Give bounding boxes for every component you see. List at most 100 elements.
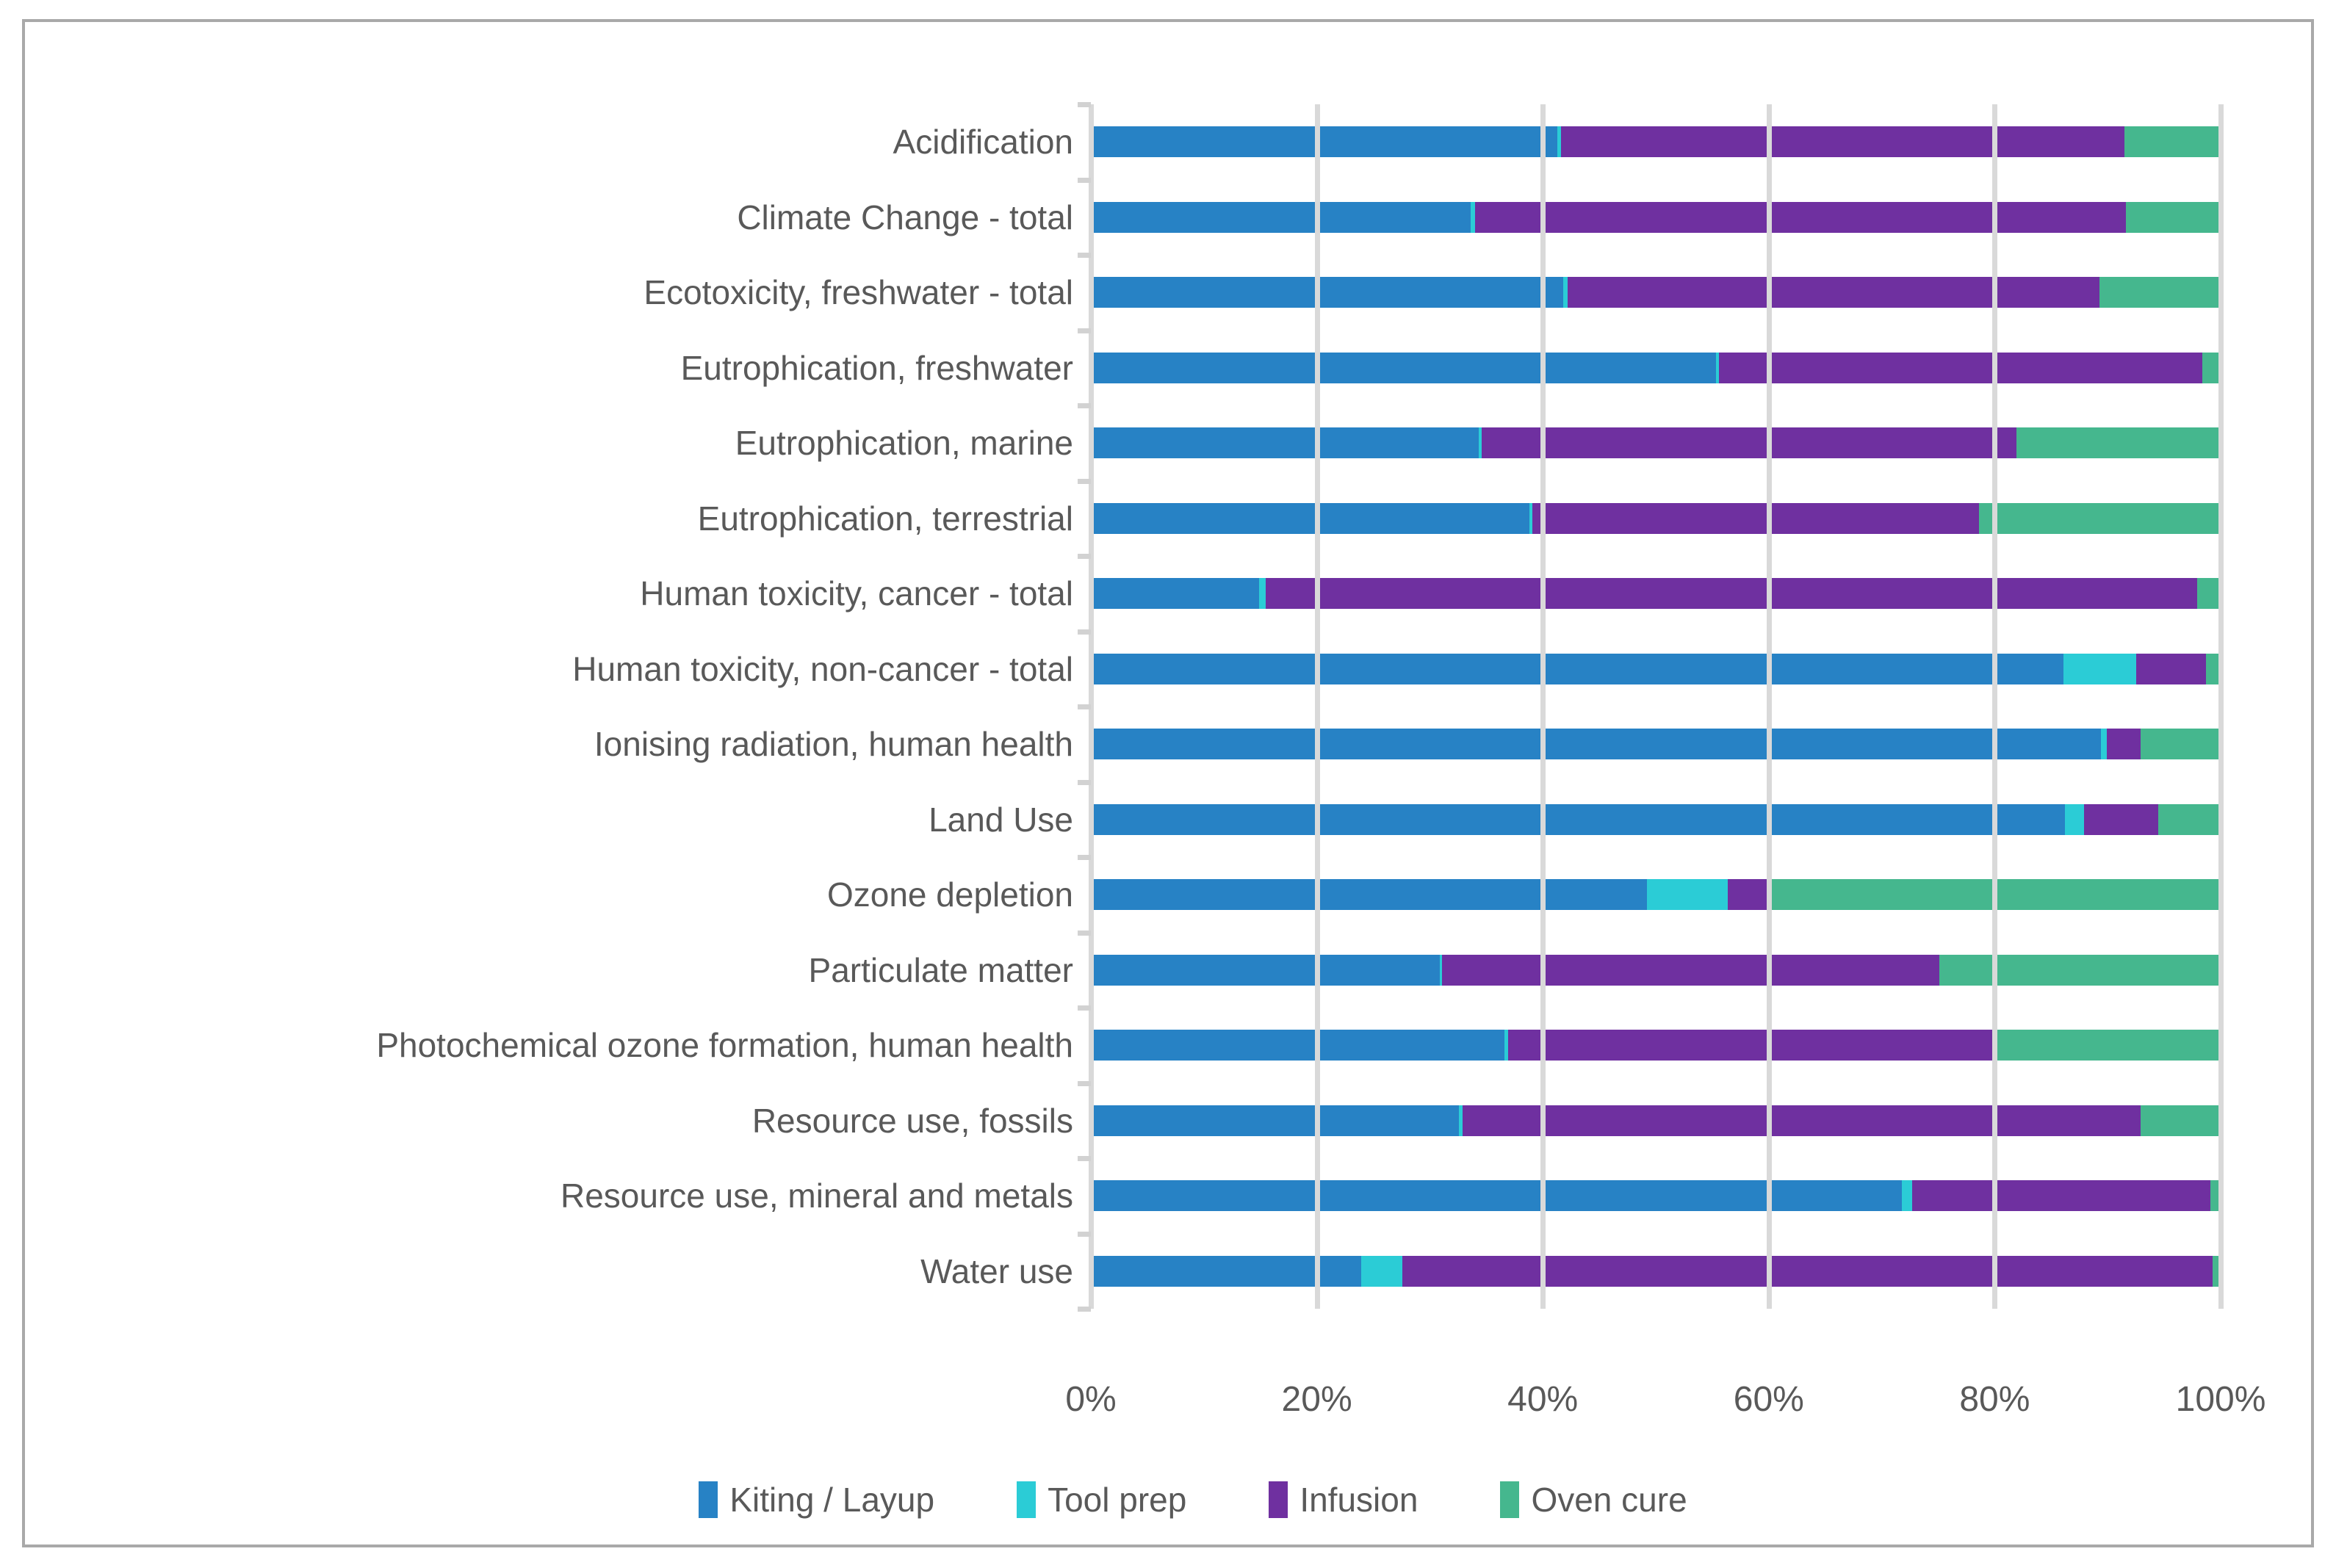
bar-segment-infusion (2135, 653, 2206, 684)
legend-swatch-infusion (1269, 1481, 1288, 1518)
bar-segment-tool-prep (1529, 502, 1533, 534)
legend-swatch-kiting-layup (699, 1481, 718, 1518)
bar-segment-infusion (2106, 729, 2141, 760)
x-tick-label: 40% (1507, 1380, 1579, 1419)
bar-segment-kiting-layup (1091, 502, 1529, 534)
gridline-80 (1992, 104, 1998, 1309)
bar-segment-infusion (2083, 803, 2159, 835)
bar-row-land-use (1091, 782, 2221, 858)
axis-tick (1078, 102, 1091, 107)
axis-tick (1078, 855, 1091, 860)
bar-row-resource-use-fossils (1091, 1083, 2221, 1159)
category-label-resource-use-fossils: Resource use, fossils (751, 1101, 1073, 1140)
bar-segment-kiting-layup (1091, 729, 2101, 760)
legend-label-tool-prep: Tool prep (1048, 1481, 1187, 1519)
bar-segment-infusion (1728, 879, 1769, 911)
axis-tick (1078, 554, 1091, 559)
stacked-bar (1091, 502, 2221, 534)
bar-row-acidification (1091, 104, 2221, 180)
bar-segment-kiting-layup (1091, 879, 1647, 911)
bar-segment-oven-cure (1978, 502, 2221, 534)
legend-swatch-oven-cure (1500, 1481, 1520, 1518)
stacked-bar (1091, 1030, 2221, 1061)
stacked-bar (1091, 729, 2221, 760)
axis-tick (1078, 478, 1091, 484)
bar-segment-infusion (1474, 201, 2126, 233)
bar-segment-kiting-layup (1091, 803, 2065, 835)
bar-segment-tool-prep (1440, 954, 1443, 986)
bar-row-particulate-matter (1091, 933, 2221, 1008)
category-label-acidification: Acidification (893, 123, 1073, 162)
bar-segment-kiting-layup (1091, 427, 1479, 459)
category-label-ionising-radiation-human-health: Ionising radiation, human health (594, 725, 1073, 764)
bar-segment-kiting-layup (1091, 954, 1441, 986)
axis-tick (1078, 1307, 1091, 1312)
stacked-bar (1091, 1105, 2221, 1136)
x-tick-label: 60% (1733, 1380, 1804, 1419)
bar-segment-infusion (1507, 1030, 1994, 1061)
stacked-bar (1091, 653, 2221, 684)
bar-segment-oven-cure (1993, 1030, 2221, 1061)
bar-segment-oven-cure (2099, 277, 2221, 308)
category-label-human-toxicity-non-cancer-total: Human toxicity, non-cancer - total (572, 649, 1073, 688)
bar-row-climate-change-total (1091, 180, 2221, 256)
bar-segment-infusion (1532, 502, 1979, 534)
legend-label-kiting-layup: Kiting / Layup (729, 1481, 935, 1519)
legend-item-kiting-layup: Kiting / Layup (699, 1480, 934, 1520)
bar-segment-oven-cure (2140, 729, 2221, 760)
bar-segment-tool-prep (1562, 277, 1568, 308)
bar-segment-kiting-layup (1091, 352, 1716, 383)
bar-segment-infusion (1912, 1180, 2211, 1212)
category-label-ozone-depletion: Ozone depletion (826, 875, 1073, 914)
bar-segment-oven-cure (2202, 352, 2221, 383)
category-label-eutrophication-terrestrial: Eutrophication, terrestrial (697, 499, 1073, 538)
category-label-photochemical-ozone-formation-human-health: Photochemical ozone formation, human hea… (376, 1026, 1073, 1065)
bar-segment-tool-prep (1470, 201, 1475, 233)
bars-layer (1091, 104, 2221, 1309)
bar-row-human-toxicity-non-cancer-total (1091, 632, 2221, 707)
plot-area (1078, 102, 2224, 1312)
axis-tick (1078, 930, 1091, 936)
legend: Kiting / Layup Tool prep Infusion Oven cure (25, 1480, 2336, 1520)
stacked-bar (1091, 1255, 2221, 1287)
axis-tick (1078, 779, 1091, 785)
bar-segment-infusion (1402, 1255, 2213, 1287)
bar-segment-kiting-layup (1091, 277, 1563, 308)
stacked-bar (1091, 201, 2221, 233)
bar-segment-oven-cure (2213, 1255, 2221, 1287)
category-label-climate-change-total: Climate Change - total (737, 198, 1073, 236)
bar-segment-tool-prep (1259, 578, 1266, 610)
bar-segment-kiting-layup (1091, 1255, 1361, 1287)
axis-tick (1078, 328, 1091, 333)
bar-row-water-use (1091, 1234, 2221, 1309)
bar-row-human-toxicity-cancer-total (1091, 556, 2221, 632)
gridline-40 (1540, 104, 1546, 1309)
bar-segment-kiting-layup (1091, 578, 1260, 610)
stacked-bar (1091, 427, 2221, 459)
category-label-eutrophication-marine: Eutrophication, marine (735, 424, 1073, 463)
stacked-bar (1091, 352, 2221, 383)
gridline-60 (1766, 104, 1772, 1309)
axis-tick (1078, 253, 1091, 258)
bar-segment-tool-prep (1557, 126, 1561, 158)
gridline-0 (1089, 104, 1094, 1309)
bar-row-photochemical-ozone-formation-human-health (1091, 1008, 2221, 1083)
x-tick-label: 0% (1065, 1380, 1117, 1419)
bar-segment-kiting-layup (1091, 1105, 1460, 1136)
axis-tick (1078, 1156, 1091, 1161)
stacked-bar (1091, 803, 2221, 835)
bar-segment-kiting-layup (1091, 1030, 1504, 1061)
gridline-100 (2218, 104, 2224, 1309)
bar-segment-infusion (1568, 277, 2100, 308)
legend-item-oven-cure: Oven cure (1500, 1480, 1687, 1520)
category-label-eutrophication-freshwater: Eutrophication, freshwater (680, 348, 1073, 387)
x-tick-label: 80% (1959, 1380, 2030, 1419)
bar-segment-oven-cure (2124, 126, 2221, 158)
bar-segment-oven-cure (2205, 653, 2221, 684)
stacked-bar (1091, 879, 2221, 911)
category-label-land-use: Land Use (929, 800, 1073, 839)
chart-border: Acidification Climate Change - total Ecoto… (22, 19, 2314, 1547)
gridline-20 (1314, 104, 1320, 1309)
axis-tick (1078, 403, 1091, 408)
legend-label-oven-cure: Oven cure (1531, 1481, 1687, 1519)
